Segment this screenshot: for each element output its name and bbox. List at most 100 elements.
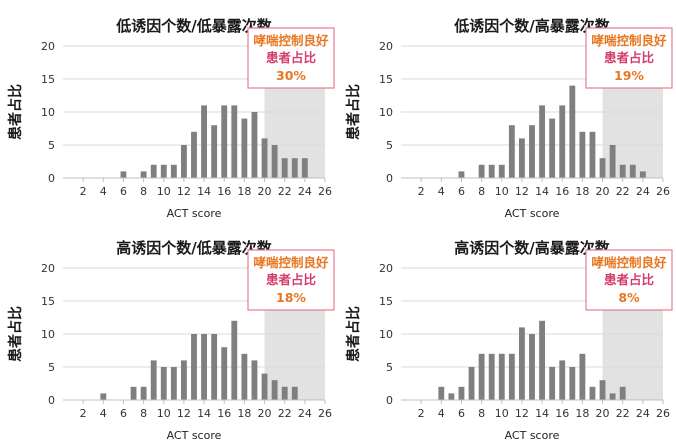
annotation-line2: 患者占比	[604, 272, 655, 287]
bar	[559, 360, 566, 400]
y-tick-label: 0	[48, 394, 55, 407]
x-tick-label: 10	[495, 185, 509, 198]
x-tick-label: 24	[636, 407, 650, 420]
bar	[130, 386, 137, 400]
bar	[160, 164, 167, 178]
chart-panel-1: 低诱因个数/低暴露次数 0 5 10 15 20 2 4 6 8 10 12 14 16 18 20 22 24 2…	[0, 0, 338, 222]
x-tick-label: 24	[298, 407, 312, 420]
chart-title: 低诱因个数/低暴露次数	[115, 17, 272, 35]
x-tick-label: 10	[495, 407, 509, 420]
bar	[609, 393, 616, 400]
x-tick-label: 22	[278, 185, 292, 198]
bar	[549, 367, 556, 400]
x-tick-label: 10	[157, 407, 171, 420]
annotation-value: 19%	[614, 68, 644, 83]
bar	[251, 112, 258, 178]
bar	[609, 145, 616, 178]
x-tick-label: 12	[515, 185, 529, 198]
bar	[629, 164, 636, 178]
x-tick-label: 22	[616, 407, 630, 420]
x-axis-label: ACT score	[167, 429, 222, 442]
bar	[140, 386, 147, 400]
bar	[271, 145, 278, 178]
bar	[281, 386, 288, 400]
y-tick-label: 5	[48, 361, 55, 374]
bar	[508, 125, 515, 178]
x-tick-label: 8	[478, 407, 485, 420]
x-tick-label: 8	[140, 185, 147, 198]
x-tick-label: 14	[535, 407, 549, 420]
annotation-line1: 哮喘控制良好	[591, 33, 667, 48]
bar	[181, 145, 187, 178]
x-axis-label: ACT score	[167, 207, 222, 220]
bar	[211, 334, 218, 400]
chart-panel-2: 低诱因个数/高暴露次数 0 5 10 15 20 2 4 6 8 10 12 14 16 18 20 22 24 2…	[338, 0, 676, 222]
chart-title: 高诱因个数/低暴露次数	[116, 239, 272, 257]
bar	[170, 164, 177, 178]
bar	[291, 158, 298, 178]
bar	[271, 380, 278, 400]
y-tick-label: 10	[41, 106, 55, 119]
x-tick-label: 14	[535, 185, 549, 198]
y-tick-label: 5	[48, 139, 55, 152]
bar	[120, 171, 127, 178]
x-tick-label: 24	[636, 185, 650, 198]
bar	[569, 85, 576, 178]
y-tick-label: 0	[386, 394, 393, 407]
bar	[191, 334, 197, 400]
bar	[201, 334, 207, 400]
bar	[508, 353, 515, 400]
bar	[639, 171, 646, 178]
x-tick-label: 6	[120, 407, 127, 420]
bar	[251, 360, 258, 400]
x-tick-label: 6	[120, 185, 127, 198]
bar	[241, 353, 248, 400]
chart-panel-4: 高诱因个数/高暴露次数 0 5 10 15 20 2 4 6 8 10 12 14 16 18 20 22 24 2…	[338, 222, 676, 444]
x-tick-label: 10	[157, 185, 171, 198]
bar	[221, 347, 228, 400]
x-tick-label: 14	[197, 185, 211, 198]
bar	[438, 386, 445, 400]
bar	[519, 138, 525, 178]
bar	[579, 353, 586, 400]
x-tick-label: 24	[298, 185, 312, 198]
x-tick-label: 12	[177, 185, 191, 198]
bar	[201, 105, 207, 178]
bar	[468, 367, 475, 400]
bar	[261, 373, 268, 400]
bar	[301, 158, 308, 178]
x-tick-label: 26	[656, 185, 670, 198]
bar	[160, 367, 167, 400]
x-tick-label: 18	[575, 407, 589, 420]
x-tick-label: 22	[616, 185, 630, 198]
annotation-line2: 患者占比	[266, 272, 317, 287]
chart-title: 高诱因个数/高暴露次数	[454, 239, 610, 257]
x-tick-label: 4	[438, 185, 445, 198]
x-tick-label: 6	[458, 185, 465, 198]
bar	[519, 327, 525, 400]
bar	[569, 367, 576, 400]
annotation-line1: 哮喘控制良好	[253, 33, 329, 48]
x-tick-label: 16	[217, 185, 231, 198]
bar	[619, 386, 626, 400]
bar	[488, 164, 495, 178]
y-axis-label: 患者占比	[345, 84, 362, 140]
x-tick-label: 14	[197, 407, 211, 420]
x-tick-label: 4	[100, 407, 107, 420]
x-tick-label: 20	[596, 407, 610, 420]
bar	[589, 386, 596, 400]
bar	[100, 393, 107, 400]
bar	[488, 353, 495, 400]
x-tick-label: 22	[278, 407, 292, 420]
bar	[170, 367, 177, 400]
annotation-value: 30%	[276, 68, 306, 83]
y-tick-label: 20	[41, 40, 55, 53]
bar	[478, 353, 485, 400]
y-tick-label: 20	[379, 262, 393, 275]
x-tick-label: 2	[80, 185, 87, 198]
bar	[221, 105, 228, 178]
x-tick-label: 18	[575, 185, 589, 198]
x-tick-label: 8	[140, 407, 147, 420]
annotation-box	[247, 249, 335, 311]
